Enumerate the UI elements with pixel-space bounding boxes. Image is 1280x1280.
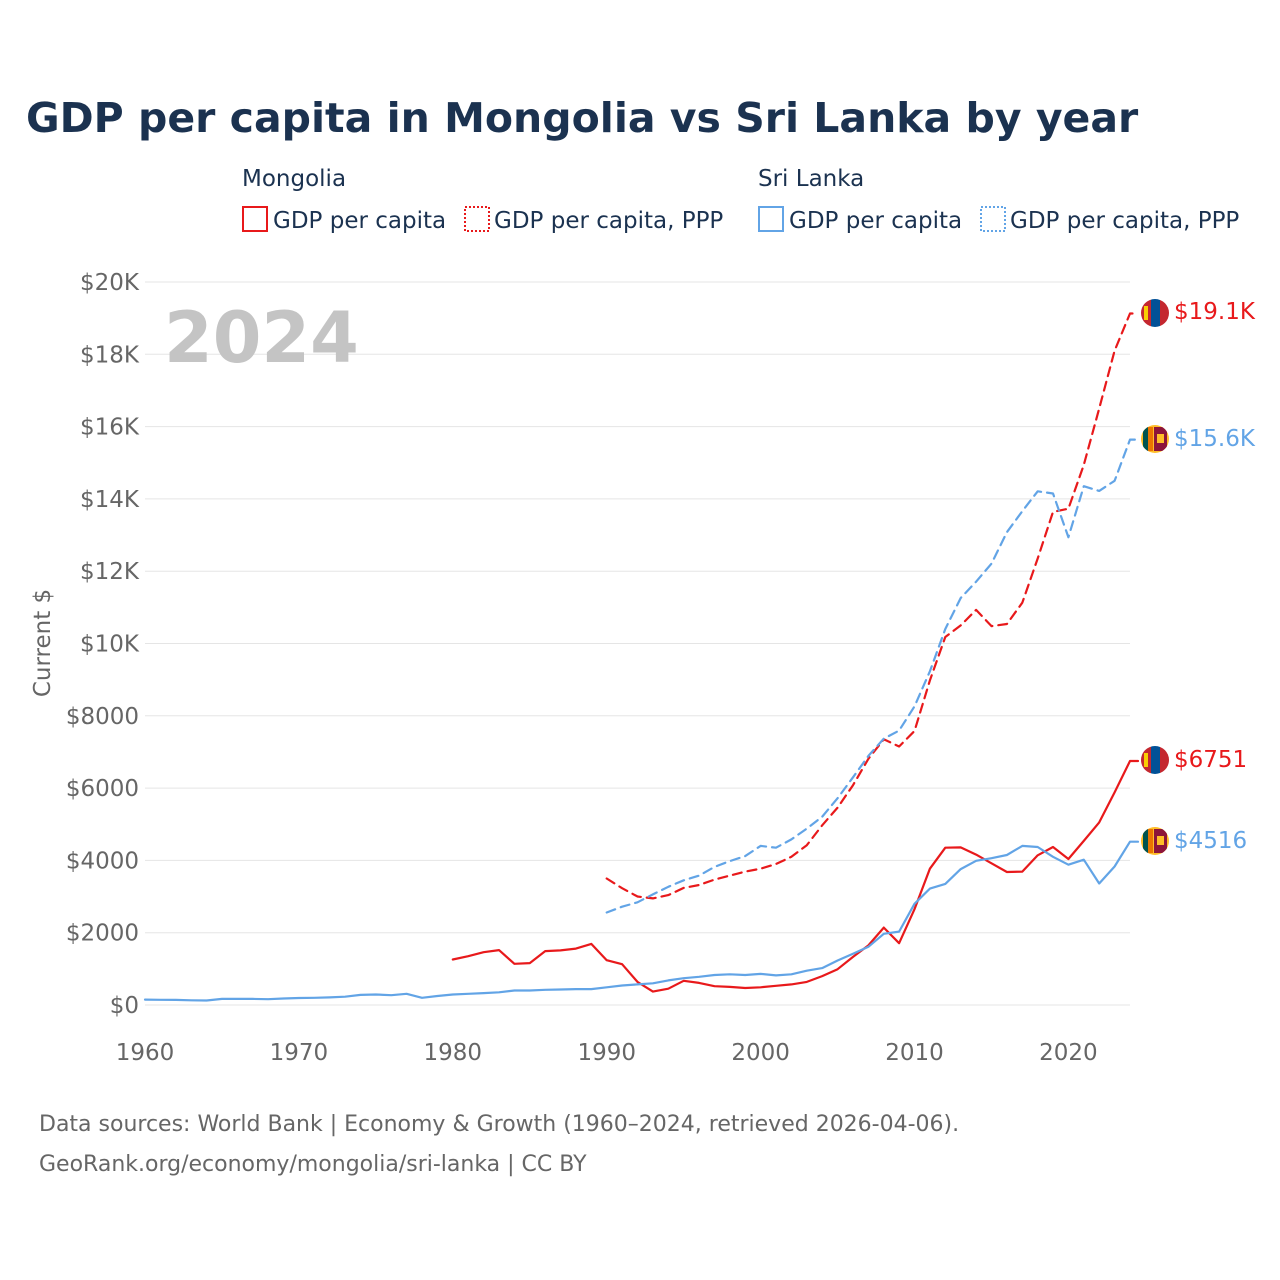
legend-swatch-mongolia-ppp <box>464 206 490 232</box>
series-line-mongolia-gdp-per-capita <box>451 759 1140 993</box>
year-watermark: 2024 <box>164 297 359 379</box>
legend-group-mongolia: Mongolia <box>242 166 346 192</box>
flag-mongolia-icon <box>1141 746 1169 774</box>
legend-label-mongolia-gdp: GDP per capita <box>273 208 446 234</box>
end-label-mongolia-gdp: $6751 <box>1174 747 1247 773</box>
flag-sri-lanka-icon <box>1141 827 1169 855</box>
y-tick-label: $14K <box>80 487 140 513</box>
legend-swatch-sri-lanka-ppp <box>980 206 1006 232</box>
source-line-1: Data sources: World Bank | Economy & Gro… <box>39 1112 959 1137</box>
x-axis-ticks: 1960 1970 1980 1990 2000 2010 2020 <box>116 1040 1098 1066</box>
end-label-mongolia-ppp: $19.1K <box>1174 299 1256 325</box>
x-tick-label: 2010 <box>885 1040 944 1066</box>
x-tick-label: 1980 <box>424 1040 483 1066</box>
y-tick-label: $10K <box>80 632 140 658</box>
end-label-sri-lanka-ppp: $15.6K <box>1174 426 1256 452</box>
legend-label-sri-lanka-gdp: GDP per capita <box>789 208 962 234</box>
y-tick-label: $2000 <box>66 921 139 947</box>
y-axis-label: Current $ <box>30 589 56 697</box>
end-label-sri-lanka-gdp: $4516 <box>1174 828 1247 854</box>
y-tick-label: $18K <box>80 342 140 368</box>
series-lines <box>143 312 1140 1002</box>
legend-swatch-sri-lanka-gdp <box>758 206 784 232</box>
series-line-mongolia-gdp-per-capita-ppp <box>605 312 1140 900</box>
y-tick-label: $8000 <box>66 704 139 730</box>
y-tick-label: $6000 <box>66 776 139 802</box>
legend-label-mongolia-ppp: GDP per capita, PPP <box>494 208 723 234</box>
y-tick-label: $20K <box>80 270 140 296</box>
legend: Mongolia GDP per capita GDP per capita, … <box>242 166 1239 234</box>
flag-mongolia-icon <box>1141 299 1169 327</box>
y-tick-label: $4000 <box>66 848 139 874</box>
x-tick-label: 2020 <box>1039 1040 1098 1066</box>
legend-group-sri-lanka: Sri Lanka <box>758 166 864 192</box>
source-line-2: GeoRank.org/economy/mongolia/sri-lanka |… <box>39 1152 587 1177</box>
gridlines <box>145 281 1130 1006</box>
series-line-sri-lanka-gdp-per-capita <box>143 840 1140 1002</box>
legend-label-sri-lanka-ppp: GDP per capita, PPP <box>1010 208 1239 234</box>
series-line-sri-lanka-gdp-per-capita-ppp <box>605 438 1140 914</box>
y-tick-label: $16K <box>80 415 140 441</box>
y-tick-label: $12K <box>80 559 140 585</box>
y-axis-ticks: $0 $2000 $4000 $6000 $8000 $10K $12K $14K $16K $1… <box>66 270 140 1019</box>
x-tick-label: 1960 <box>116 1040 175 1066</box>
x-tick-label: 1970 <box>270 1040 329 1066</box>
x-tick-label: 2000 <box>731 1040 790 1066</box>
x-tick-label: 1990 <box>577 1040 636 1066</box>
y-tick-label: $0 <box>110 993 139 1019</box>
chart-title: GDP per capita in Mongolia vs Sri Lanka … <box>26 94 1139 142</box>
flag-sri-lanka-icon <box>1141 425 1169 453</box>
legend-swatch-mongolia-gdp <box>242 206 268 232</box>
